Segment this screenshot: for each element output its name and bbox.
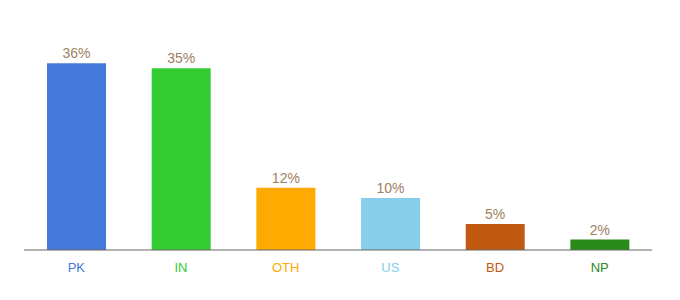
svg-text:36%: 36% xyxy=(63,45,91,61)
svg-text:2%: 2% xyxy=(590,222,610,238)
svg-text:10%: 10% xyxy=(377,180,405,196)
svg-text:US: US xyxy=(381,260,399,275)
svg-text:NP: NP xyxy=(591,260,609,275)
svg-text:PK: PK xyxy=(68,260,86,275)
svg-text:5%: 5% xyxy=(485,206,505,222)
svg-text:BD: BD xyxy=(486,260,504,275)
svg-text:12%: 12% xyxy=(272,170,300,186)
svg-text:35%: 35% xyxy=(167,50,195,66)
svg-text:IN: IN xyxy=(175,260,188,275)
svg-text:OTH: OTH xyxy=(272,260,299,275)
